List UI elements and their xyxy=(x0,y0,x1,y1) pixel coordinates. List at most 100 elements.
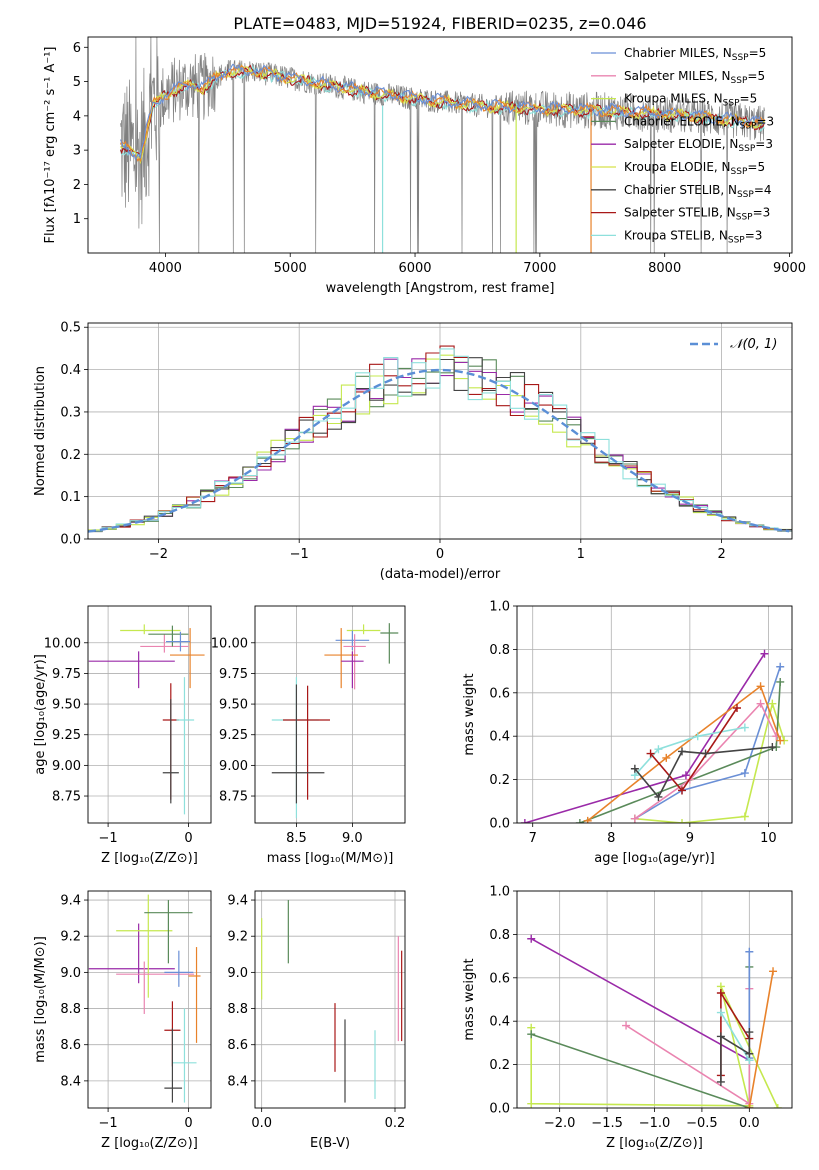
errorbar-point xyxy=(164,1028,183,1103)
y-tick-label: 0.5 xyxy=(60,321,81,336)
weight-marker xyxy=(716,988,725,997)
x-tick-label: 4000 xyxy=(149,261,182,276)
weight-marker xyxy=(716,1008,725,1017)
plot-area-mass_vs_Z xyxy=(88,894,201,1103)
y-tick-label: 1 xyxy=(73,212,81,227)
y-tick-label: 0.4 xyxy=(489,1015,510,1030)
weight-marker xyxy=(776,736,785,745)
x-tick-label: 9000 xyxy=(773,261,806,276)
legend-subscript: SSP xyxy=(728,235,745,245)
y-axis-label: mass weight xyxy=(462,958,477,1040)
y-tick-label: 9.75 xyxy=(219,667,248,682)
axes-frame xyxy=(516,890,793,1109)
errorbar-point xyxy=(140,634,189,653)
weight-marker xyxy=(745,1028,754,1037)
x-axis-label: E(B-V) xyxy=(310,1136,350,1151)
weight-line xyxy=(634,666,781,820)
model-spectrum xyxy=(119,62,765,161)
errorbar-point xyxy=(172,1008,197,1103)
y-tick-label: 9.00 xyxy=(219,759,248,774)
weight-marker xyxy=(733,703,741,712)
weight-marker xyxy=(740,769,749,778)
x-tick-label: −2.0 xyxy=(544,1116,576,1131)
x-tick-label: −1.5 xyxy=(591,1116,623,1131)
legend-nssp: =3 xyxy=(745,228,763,242)
legend-subscript: SSP xyxy=(731,167,748,177)
x-axis-label: Z [log₁₀(Z/Z⊙)] xyxy=(101,851,198,866)
axes-frame xyxy=(254,890,406,1109)
x-tick-label: 8.5 xyxy=(286,831,307,846)
x-tick-label: −0.5 xyxy=(686,1116,718,1131)
errorbar-point xyxy=(116,894,173,998)
plot-area-mass_weight_vs_Z xyxy=(527,934,782,1108)
axes-frame xyxy=(87,322,793,540)
plot-area-age_vs_Z xyxy=(88,624,205,815)
x-tick-label: −1 xyxy=(99,1116,118,1131)
y-axis-label: mass weight xyxy=(462,673,477,755)
x-axis-label: Z [log₁₀(Z/Z⊙)] xyxy=(101,1136,198,1151)
y-tick-label: 4 xyxy=(73,109,81,124)
y-axis-label: mass [log₁₀(M/M⊙)] xyxy=(33,936,48,1063)
x-axis-label: mass [log₁₀(M/M⊙)] xyxy=(267,851,394,866)
y-tick-label: 9.25 xyxy=(52,728,81,743)
legend-entry: Chabrier MILES, NSSP=5 xyxy=(624,46,766,63)
y-tick-label: 3 xyxy=(73,144,81,159)
x-tick-label: 0.2 xyxy=(385,1116,406,1131)
weight-marker xyxy=(630,814,639,823)
axes-mass_weight_vs_Z: −2.0 −1.5 −1.0 −0.5 0.0 0.0 0.2 0.4 0.6 0.8 1.0 Z [… xyxy=(462,885,793,1151)
weight-marker xyxy=(701,749,710,758)
weight-line xyxy=(530,938,750,1061)
errorbar-point xyxy=(165,631,191,652)
weight-marker xyxy=(693,732,702,741)
x-tick-label: −2 xyxy=(149,547,168,562)
errorbar-point xyxy=(162,699,179,804)
weight-marker xyxy=(745,1104,754,1108)
errorbar-point xyxy=(88,651,175,689)
weight-marker xyxy=(768,699,777,708)
y-tick-label: 0.0 xyxy=(60,533,81,548)
y-tick-label: 0.6 xyxy=(489,686,510,701)
y-tick-label: 0.2 xyxy=(60,448,81,463)
y-tick-label: 8.8 xyxy=(227,1002,248,1017)
plot-area-residuals xyxy=(88,345,792,533)
legend-subscript: SSP xyxy=(738,144,755,154)
weight-marker xyxy=(622,1021,631,1030)
plot-area-mass_weight_vs_age xyxy=(520,649,789,823)
y-tick-label: 9.4 xyxy=(227,894,248,909)
errorbar-point xyxy=(188,947,201,1043)
y-tick-label: 0.4 xyxy=(60,363,81,378)
y-tick-label: 8.4 xyxy=(227,1074,248,1089)
x-tick-label: 7 xyxy=(529,831,537,846)
legend-entry: Chabrier ELODIE, NSSP=3 xyxy=(624,114,774,131)
weight-marker xyxy=(776,662,785,671)
x-axis-label: (data-model)/error xyxy=(380,567,501,582)
legend-subscript: SSP xyxy=(731,76,748,86)
y-tick-label: 0.3 xyxy=(60,405,81,420)
weight-marker xyxy=(527,934,536,943)
y-tick-label: 0.2 xyxy=(489,1058,510,1073)
weight-marker xyxy=(716,1077,725,1086)
y-tick-label: 8.6 xyxy=(227,1038,248,1053)
y-tick-label: 5 xyxy=(73,75,81,90)
errorbar-point xyxy=(170,628,205,689)
weight-marker xyxy=(740,723,749,732)
weight-marker xyxy=(740,812,749,821)
legend-nssp: =3 xyxy=(756,114,774,128)
y-tick-label: 0.6 xyxy=(489,971,510,986)
weight-marker xyxy=(646,749,655,758)
legend-subscript: SSP xyxy=(740,121,757,131)
plot-area-spectrum xyxy=(119,37,765,253)
legend-nssp: =5 xyxy=(749,46,767,60)
axes-frame xyxy=(516,605,793,824)
axes-age_vs_mass: 8.5 9.0 8.75 9.00 9.25 9.50 9.75 10.00 mass [log… xyxy=(211,605,406,866)
y-tick-label: 8.8 xyxy=(60,1002,81,1017)
x-tick-label: 6000 xyxy=(398,261,431,276)
weight-line xyxy=(720,1012,750,1061)
axes-frame xyxy=(87,890,212,1109)
x-tick-label: −1.0 xyxy=(639,1116,671,1131)
legend-entry: Kroupa STELIB, NSSP=3 xyxy=(624,228,762,245)
x-axis-label: Z [log₁₀(Z/Z⊙)] xyxy=(606,1136,703,1151)
legend-nssp: =5 xyxy=(747,69,765,83)
legend-entry: Salpeter MILES, NSSP=5 xyxy=(624,69,765,86)
